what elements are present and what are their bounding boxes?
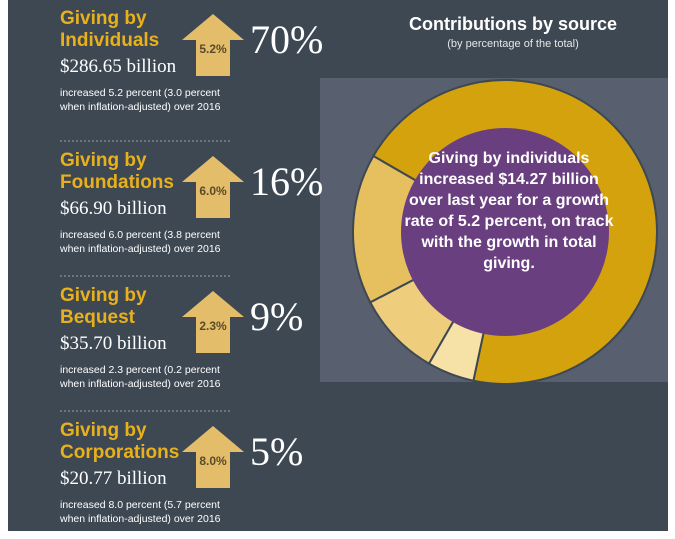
growth-label: 8.0%: [199, 454, 227, 468]
source-description: increased 6.0 percent (3.8 percent when …: [60, 229, 221, 255]
source-description: increased 5.2 percent (3.0 percent when …: [60, 87, 221, 113]
infographic: Contributions by source (by percentage o…: [8, 0, 668, 531]
growth-arrow: [182, 14, 244, 76]
separator: [60, 275, 230, 277]
chart-title: Contributions by source: [408, 14, 617, 34]
growth-label: 5.2%: [199, 42, 227, 56]
separator: [60, 410, 230, 412]
source-description: increased 2.3 percent (0.2 percent when …: [60, 364, 221, 390]
share-label: 5%: [250, 429, 304, 474]
arrow-shape: [182, 14, 244, 76]
source-title: Giving by Individuals: [60, 8, 160, 51]
source-panel: Giving by Bequest $35.70 billion increased…: [60, 285, 340, 415]
share-label: 16%: [250, 159, 324, 204]
growth-label: 6.0%: [199, 184, 227, 198]
growth-arrow: [182, 291, 244, 353]
source-title: Giving by Bequest: [60, 285, 147, 328]
source-title: Giving by Foundations: [60, 150, 174, 193]
arrow-shape: [182, 426, 244, 488]
growth-arrow: [182, 426, 244, 488]
chart-subtitle: (by percentage of the total): [447, 38, 579, 50]
center-annotation: Giving by individuals increased $14.27 b…: [404, 150, 614, 272]
share-label: 9%: [250, 294, 304, 339]
source-title: Giving by Corporations: [60, 420, 180, 463]
source-amount: $35.70 billion: [60, 333, 167, 354]
source-description: increased 8.0 percent (5.7 percent when …: [60, 499, 221, 525]
source-amount: $286.65 billion: [60, 56, 177, 77]
arrow-shape: [182, 156, 244, 218]
donut-chart: [352, 79, 658, 385]
source-amount: $66.90 billion: [60, 198, 167, 219]
source-panel: Giving by Corporations $20.77 billion incr…: [60, 420, 340, 531]
source-panel: Giving by Individuals $286.65 billion incr…: [60, 8, 340, 138]
source-amount: $20.77 billion: [60, 468, 167, 489]
source-panel: Giving by Foundations $66.90 billion incre…: [60, 150, 340, 280]
arrow-shape: [182, 291, 244, 353]
share-label: 70%: [250, 17, 324, 62]
separator: [60, 140, 230, 142]
growth-arrow: [182, 156, 244, 218]
growth-label: 2.3%: [199, 319, 227, 333]
donut-hole: [401, 128, 609, 336]
